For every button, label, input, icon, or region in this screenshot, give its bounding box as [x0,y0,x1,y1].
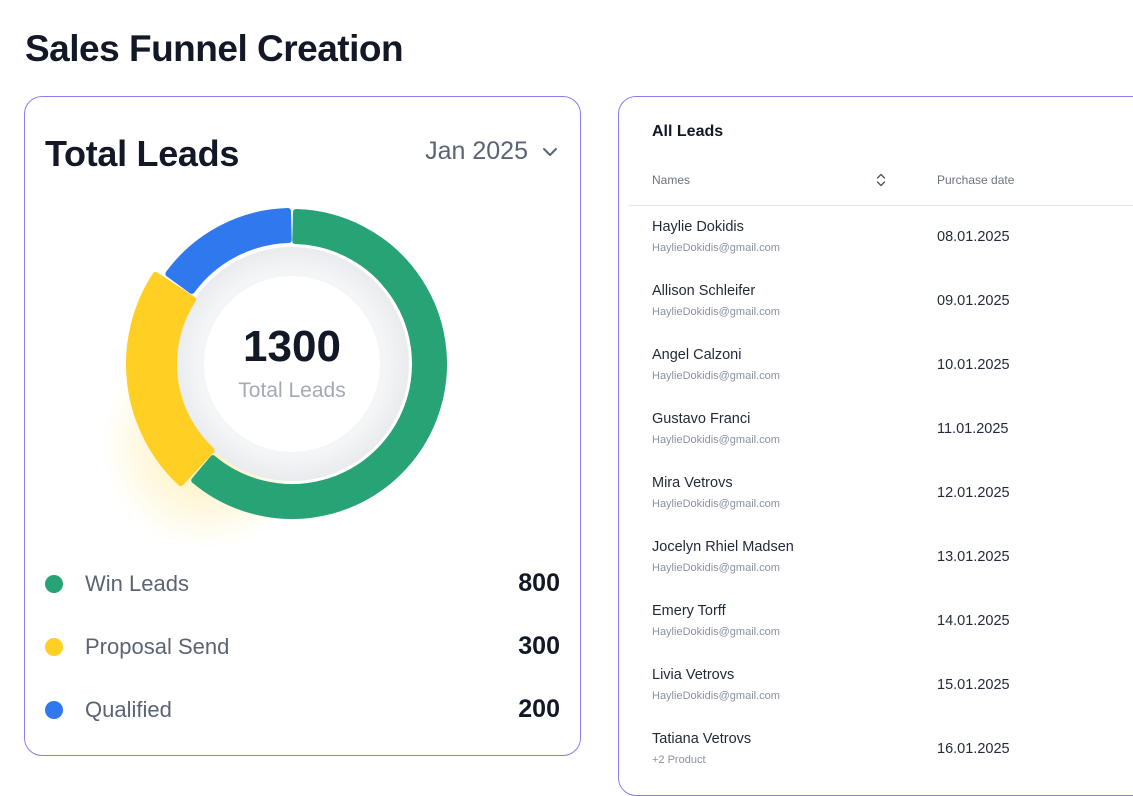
lead-email: HaylieDokidis@gmail.com [652,498,780,510]
table-row[interactable]: Allison Schleifer HaylieDokidis@gmail.co… [652,279,1133,343]
donut-chart-svg [102,208,447,549]
donut-segment-win-leads[interactable] [191,209,447,519]
legend-item-win-leads: Win Leads 800 [45,552,560,615]
purchase-date: 11.01.2025 [937,421,1009,437]
lead-email: HaylieDokidis@gmail.com [652,626,780,638]
purchase-date: 10.01.2025 [937,357,1010,373]
donut-hole [204,276,380,452]
lead-name: Tatiana Vetrovs [652,731,752,747]
lead-email: HaylieDokidis@gmail.com [652,370,780,382]
donut-segment-proposal-send[interactable] [126,271,215,487]
column-header-names[interactable]: Names [652,173,691,187]
column-header-purchase-date[interactable]: Purchase date [937,173,1015,187]
lead-name: Allison Schleifer [652,283,756,299]
legend-item-qualified: Qualified 200 [45,678,560,741]
lead-name: Jocelyn Rhiel Madsen [652,539,794,555]
chart-legend: Win Leads 800 Proposal Send 300 Qualifie… [45,552,560,741]
purchase-date: 13.01.2025 [937,549,1010,565]
table-row[interactable]: Haylie Dokidis HaylieDokidis@gmail.com 0… [652,215,1133,279]
period-dropdown[interactable]: Jan 2025 [425,137,558,166]
lead-email: HaylieDokidis@gmail.com [652,562,780,574]
table-row[interactable]: Emery Torff HaylieDokidis@gmail.com 14.0… [652,599,1133,663]
lead-name: Haylie Dokidis [652,219,744,235]
table-body: Haylie Dokidis HaylieDokidis@gmail.com 0… [652,215,1133,791]
total-leads-card: Total Leads Jan 2025 1300 [24,96,581,756]
purchase-date: 14.01.2025 [937,613,1010,629]
legend-label: Qualified [85,696,172,722]
legend-item-proposal-send: Proposal Send 300 [45,615,560,678]
sort-icon[interactable] [875,173,887,187]
table-title: All Leads [652,123,724,140]
table-row[interactable]: Livia Vetrovs HaylieDokidis@gmail.com 15… [652,663,1133,727]
lead-name: Mira Vetrovs [652,475,733,491]
table-row[interactable]: Gustavo Franci HaylieDokidis@gmail.com 1… [652,407,1133,471]
page-title: Sales Funnel Creation [25,28,404,69]
legend-dot-win-leads [45,574,63,593]
lead-email: HaylieDokidis@gmail.com [652,690,780,702]
purchase-date: 08.01.2025 [937,229,1010,245]
table-row[interactable]: Mira Vetrovs HaylieDokidis@gmail.com 12.… [652,471,1133,535]
donut-segment-qualified[interactable] [165,208,292,294]
lead-email: +2 Product [652,754,706,766]
purchase-date: 16.01.2025 [937,741,1010,757]
lead-name: Livia Vetrovs [652,667,735,683]
purchase-date: 15.01.2025 [937,677,1010,693]
period-value: Jan 2025 [425,137,528,165]
legend-label: Proposal Send [85,633,230,659]
lead-email: HaylieDokidis@gmail.com [652,242,780,254]
legend-value: 300 [518,632,560,660]
lead-email: HaylieDokidis@gmail.com [652,434,780,446]
lead-name: Gustavo Franci [652,411,751,427]
legend-dot-qualified [45,700,63,719]
table-row[interactable]: Jocelyn Rhiel Madsen HaylieDokidis@gmail… [652,535,1133,599]
purchase-date: 09.01.2025 [937,293,1010,309]
all-leads-card: All Leads Names Purchase date Haylie Dok… [618,96,1133,796]
legend-value: 800 [518,569,560,597]
chevron-down-icon [543,147,557,156]
table-header: Names Purchase date [629,167,1133,206]
lead-name: Emery Torff [652,603,726,619]
legend-label: Win Leads [85,570,189,596]
lead-name: Angel Calzoni [652,347,742,363]
legend-dot-proposal-send [45,637,63,656]
table-row[interactable]: Angel Calzoni HaylieDokidis@gmail.com 10… [652,343,1133,407]
card-title: Total Leads [45,133,240,174]
legend-value: 200 [518,695,560,723]
purchase-date: 12.01.2025 [937,485,1010,501]
table-row[interactable]: Tatiana Vetrovs +2 Product 16.01.2025 [652,727,1133,791]
donut-chart: 1300 Total Leads [102,189,467,549]
lead-email: HaylieDokidis@gmail.com [652,306,780,318]
